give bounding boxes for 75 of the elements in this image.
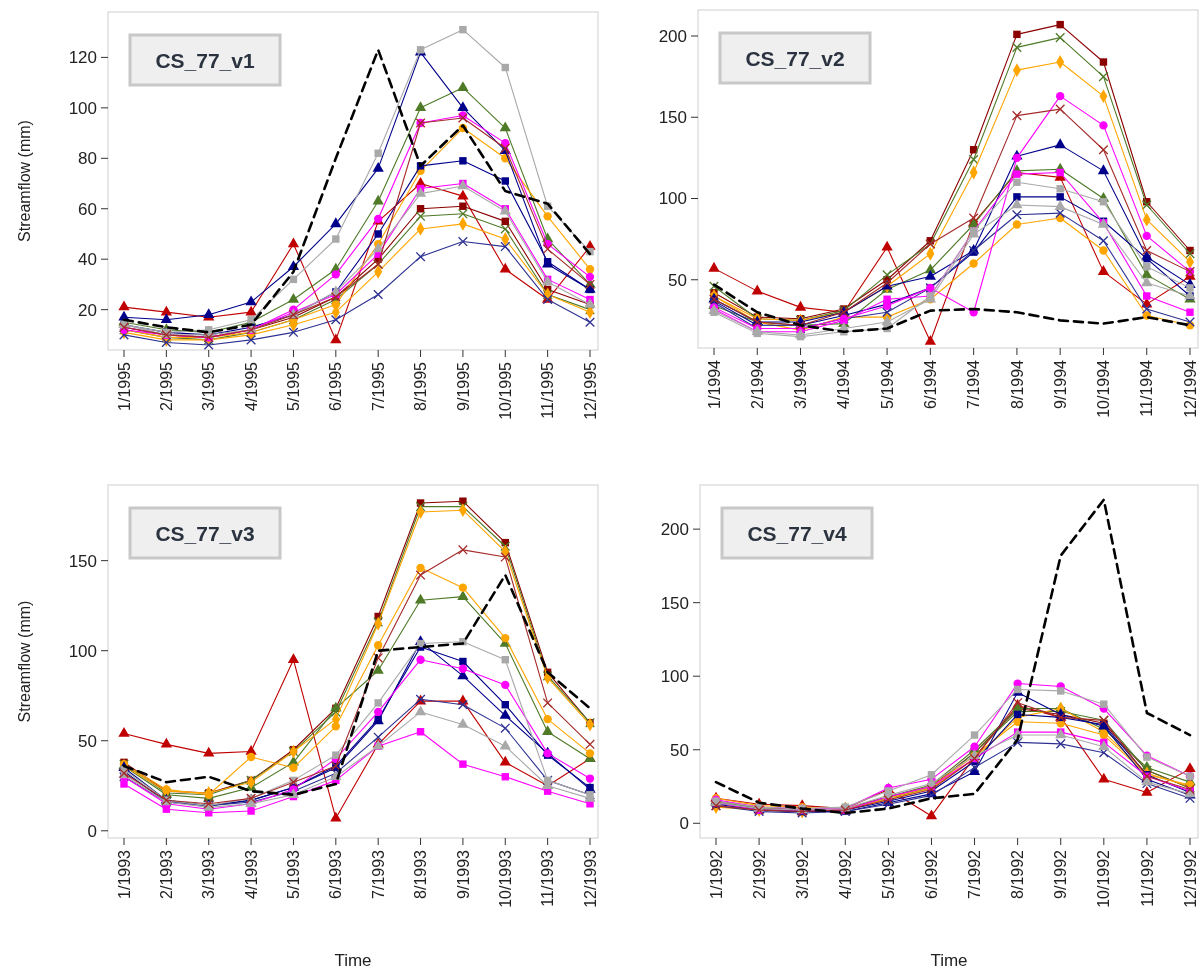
x-tick-label: 9/1992	[1052, 849, 1070, 899]
y-tick-label: 50	[668, 270, 687, 290]
text: CS_77_v2	[745, 47, 845, 71]
y-tick-label: 40	[78, 250, 97, 270]
text: CS_77_v3	[155, 522, 255, 546]
y-axis-title: Streamflow (mm)	[16, 600, 33, 723]
x-tick-label: 10/1993	[496, 849, 514, 908]
x-tick-label: 3/1994	[792, 359, 810, 409]
y-tick-label: 50	[670, 740, 689, 760]
x-tick-label: 2/1994	[748, 359, 766, 409]
x-tick-label: 7/1993	[369, 849, 387, 899]
x-tick-label: 1/1993	[115, 849, 133, 899]
x-tick-label: 2/1993	[157, 849, 175, 899]
x-tick-label: 12/1994	[1181, 359, 1199, 418]
y-tick-label: 0	[679, 814, 689, 834]
x-tick-label: 8/1992	[1009, 849, 1027, 899]
x-tick-label: 12/1993	[581, 849, 599, 908]
x-tick-label: 11/1995	[539, 361, 557, 419]
y-tick-label: 20	[78, 300, 97, 320]
y-tick-label: 120	[68, 48, 97, 68]
x-tick-label: 4/1995	[242, 361, 260, 411]
x-tick-label: 5/1994	[878, 359, 896, 409]
x-tick-label: 5/1995	[285, 361, 303, 411]
y-tick-label: 200	[658, 26, 687, 46]
x-tick-label: 12/1995	[581, 361, 599, 420]
x-tick-label: 8/1993	[412, 849, 430, 899]
y-tick-label: 50	[78, 731, 97, 751]
y-tick-label: 200	[660, 520, 689, 540]
x-tick-label: 11/1993	[539, 849, 557, 907]
x-tick-label: 4/1994	[835, 359, 853, 409]
x-tick-label: 7/1994	[965, 359, 983, 409]
y-tick-label: 150	[68, 551, 97, 571]
x-tick-label: 10/1992	[1095, 849, 1113, 908]
x-tick-label: 9/1994	[1051, 359, 1069, 409]
x-tick-label: 9/1995	[454, 361, 472, 411]
x-tick-label: 12/1992	[1181, 849, 1199, 908]
x-tick-label: 7/1995	[369, 361, 387, 411]
x-tick-label: 7/1992	[966, 849, 984, 899]
x-tick-label: 1/1992	[707, 849, 725, 899]
x-tick-label: 3/1995	[200, 361, 218, 411]
x-tick-label: 11/1992	[1138, 849, 1156, 907]
x-tick-label: 8/1995	[412, 361, 430, 411]
x-axis-title: Time	[930, 951, 968, 970]
y-tick-label: 100	[660, 667, 689, 687]
y-axis-title: Streamflow (mm)	[16, 120, 33, 242]
y-tick-label: 80	[78, 149, 97, 169]
x-tick-label: 9/1993	[454, 849, 472, 899]
x-tick-label: 3/1992	[793, 849, 811, 899]
x-tick-label: 10/1995	[496, 361, 514, 420]
y-tick-label: 150	[660, 593, 689, 613]
x-tick-label: 4/1993	[242, 849, 260, 899]
y-tick-label: 150	[658, 108, 687, 128]
text: CS_77_v4	[747, 522, 847, 546]
y-tick-label: 100	[68, 641, 97, 661]
x-axis-title: Time	[334, 951, 372, 970]
x-tick-label: 1/1995	[115, 361, 133, 411]
x-tick-label: 11/1994	[1138, 359, 1156, 417]
y-tick-label: 100	[658, 189, 687, 209]
x-tick-label: 6/1993	[327, 849, 345, 899]
y-tick-label: 100	[68, 98, 97, 118]
x-tick-label: 2/1992	[750, 849, 768, 899]
x-tick-label: 10/1994	[1095, 359, 1113, 418]
x-tick-label: 2/1995	[157, 361, 175, 411]
text: CS_77_v1	[155, 49, 255, 73]
x-tick-label: 5/1993	[285, 849, 303, 899]
x-tick-label: 5/1992	[879, 849, 897, 899]
x-tick-label: 1/1994	[705, 359, 723, 409]
x-tick-label: 3/1993	[200, 849, 218, 899]
x-tick-label: 6/1995	[327, 361, 345, 411]
y-tick-label: 0	[87, 821, 97, 841]
x-tick-label: 4/1992	[836, 849, 854, 899]
y-tick-label: 60	[78, 199, 97, 219]
x-tick-label: 6/1992	[923, 849, 941, 899]
x-tick-label: 8/1994	[1008, 359, 1026, 409]
x-tick-label: 6/1994	[921, 359, 939, 409]
